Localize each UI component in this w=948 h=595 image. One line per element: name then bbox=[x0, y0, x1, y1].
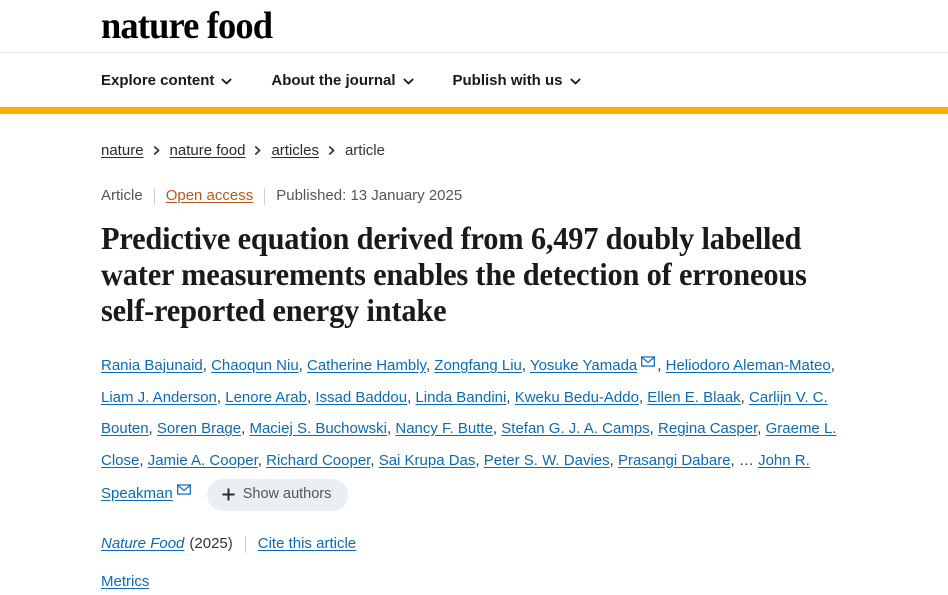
author-list: Rania Bajunaid, Chaoqun Niu, Catherine H… bbox=[101, 350, 841, 511]
author-separator: , bbox=[657, 357, 666, 375]
page-title: Predictive equation derived from 6,497 d… bbox=[101, 221, 807, 328]
cite-this-article-link[interactable]: Cite this article bbox=[257, 535, 357, 553]
author-link[interactable]: Kweku Bedu-Addo bbox=[514, 388, 639, 406]
author-separator: , bbox=[370, 451, 379, 469]
primary-navigation: Explore content About the journal Publis… bbox=[0, 53, 948, 107]
metrics-link[interactable]: Metrics bbox=[101, 573, 150, 591]
nav-item-label: Explore content bbox=[101, 71, 215, 89]
author-separator: , bbox=[649, 420, 659, 438]
show-authors-button[interactable]: Show authors bbox=[206, 479, 349, 511]
author-separator: , bbox=[730, 451, 739, 469]
author-separator: , bbox=[202, 357, 212, 375]
journal-name-link[interactable]: Nature Food bbox=[101, 535, 185, 553]
author-separator: , bbox=[425, 357, 435, 375]
author-link[interactable]: Carlijn V. C. Bouten bbox=[101, 388, 828, 438]
author-link[interactable]: Stefan G. J. A. Camps bbox=[501, 420, 650, 438]
author-link[interactable]: Regina Casper bbox=[658, 420, 758, 438]
author-link[interactable]: Nancy F. Butte bbox=[395, 420, 493, 438]
journal-logo[interactable]: nature food bbox=[101, 5, 273, 47]
author-link[interactable]: Richard Cooper bbox=[266, 451, 371, 469]
author-list-body: Rania Bajunaid, Chaoqun Niu, Catherine H… bbox=[101, 356, 837, 502]
author-separator: , bbox=[407, 388, 416, 406]
author-link[interactable]: Catherine Hambly bbox=[307, 357, 426, 375]
breadcrumb: nature nature food articles article bbox=[0, 142, 948, 159]
author-link[interactable]: Jamie A. Cooper bbox=[147, 451, 258, 469]
nav-item-explore-content[interactable]: Explore content bbox=[101, 72, 232, 89]
author-link[interactable]: Rania Bajunaid bbox=[101, 357, 203, 375]
author-separator: , bbox=[306, 388, 316, 406]
breadcrumb-chevron-icon bbox=[153, 145, 161, 156]
author-link[interactable]: Peter S. W. Davies bbox=[483, 451, 610, 469]
author-separator: , bbox=[148, 420, 157, 438]
nav-item-publish-with-us[interactable]: Publish with us bbox=[453, 72, 581, 89]
author-link[interactable]: Linda Bandini bbox=[415, 388, 507, 406]
journal-year: (2025) bbox=[189, 535, 233, 553]
author-link[interactable]: Graeme L. Close bbox=[101, 420, 837, 469]
plus-icon bbox=[221, 488, 235, 501]
nav-item-label: About the journal bbox=[271, 71, 396, 89]
journal-citation: Nature Food (2025) Cite this article bbox=[101, 535, 888, 554]
author-link[interactable]: Prasangi Dabare bbox=[617, 451, 731, 469]
citation-divider bbox=[244, 536, 246, 554]
author-separator: , bbox=[740, 388, 750, 406]
show-authors-label: Show authors bbox=[242, 486, 332, 503]
author-link[interactable]: Soren Brage bbox=[156, 420, 242, 438]
author-separator: , bbox=[387, 420, 396, 438]
published-date: Published: 13 January 2025 bbox=[276, 187, 463, 204]
author-link[interactable]: Chaoqun Niu bbox=[211, 357, 299, 375]
author-separator: , bbox=[830, 357, 835, 375]
author-link[interactable]: John R. Speakman bbox=[101, 451, 810, 502]
author-link[interactable]: Yosuke Yamada bbox=[529, 357, 638, 375]
meta-divider bbox=[153, 188, 155, 205]
author-separator: , bbox=[216, 388, 226, 406]
breadcrumb-item-nature-food[interactable]: nature food bbox=[169, 142, 246, 159]
author-link[interactable]: Lenore Arab bbox=[225, 388, 307, 406]
author-separator: , bbox=[241, 420, 250, 438]
breadcrumb-chevron-icon bbox=[254, 145, 262, 156]
article-type-label: Article bbox=[101, 187, 143, 204]
author-link[interactable]: Maciej S. Buchowski bbox=[249, 420, 388, 438]
author-link[interactable]: Sai Krupa Das bbox=[378, 451, 476, 469]
author-separator: , bbox=[506, 388, 515, 406]
author-separator: , bbox=[139, 451, 148, 469]
authors-truncation: … bbox=[738, 451, 759, 469]
author-link[interactable]: Ellen E. Blaak bbox=[647, 388, 741, 406]
breadcrumb-item-articles[interactable]: articles bbox=[271, 142, 319, 159]
meta-divider bbox=[264, 188, 266, 205]
article-meta-line: Article Open access Published: 13 Januar… bbox=[101, 187, 888, 205]
author-link[interactable]: Liam J. Anderson bbox=[101, 388, 217, 406]
chevron-down-icon bbox=[402, 76, 414, 87]
author-separator: , bbox=[757, 420, 766, 438]
site-masthead: nature food bbox=[0, 0, 948, 53]
author-separator: , bbox=[257, 451, 267, 469]
nav-item-label: Publish with us bbox=[452, 71, 563, 89]
breadcrumb-current: article bbox=[344, 142, 385, 159]
metrics-row: Metrics bbox=[101, 573, 888, 590]
envelope-icon[interactable] bbox=[641, 356, 656, 367]
author-separator: , bbox=[475, 451, 484, 469]
article-header: Article Open access Published: 13 Januar… bbox=[0, 187, 948, 590]
chevron-down-icon bbox=[221, 76, 232, 87]
nav-item-about-the-journal[interactable]: About the journal bbox=[271, 71, 414, 89]
author-link[interactable]: Zongfang Liu bbox=[434, 357, 522, 375]
author-separator: , bbox=[609, 451, 618, 469]
author-separator: , bbox=[521, 357, 530, 375]
chevron-down-icon bbox=[569, 76, 581, 87]
breadcrumb-chevron-icon bbox=[328, 145, 336, 156]
author-link[interactable]: Issad Baddou bbox=[315, 388, 408, 406]
author-separator: , bbox=[492, 420, 502, 438]
author-link[interactable]: Heliodoro Aleman-Mateo bbox=[665, 357, 831, 375]
author-separator: , bbox=[638, 388, 648, 406]
brand-accent-bar bbox=[0, 107, 948, 114]
open-access-link[interactable]: Open access bbox=[165, 187, 254, 204]
breadcrumb-item-nature[interactable]: nature bbox=[101, 142, 144, 159]
envelope-icon[interactable] bbox=[176, 484, 191, 495]
author-separator: , bbox=[298, 357, 307, 375]
